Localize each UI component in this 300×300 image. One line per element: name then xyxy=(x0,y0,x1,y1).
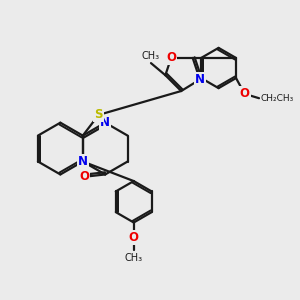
Text: N: N xyxy=(195,73,205,86)
Text: CH₃: CH₃ xyxy=(125,253,143,263)
Text: CH₂CH₃: CH₂CH₃ xyxy=(260,94,294,103)
Text: N: N xyxy=(78,155,88,168)
Text: O: O xyxy=(240,87,250,101)
Text: O: O xyxy=(80,170,89,183)
Text: CH₃: CH₃ xyxy=(142,51,160,61)
Text: S: S xyxy=(94,108,103,122)
Text: O: O xyxy=(129,231,139,244)
Text: N: N xyxy=(100,116,110,129)
Text: O: O xyxy=(166,51,176,64)
